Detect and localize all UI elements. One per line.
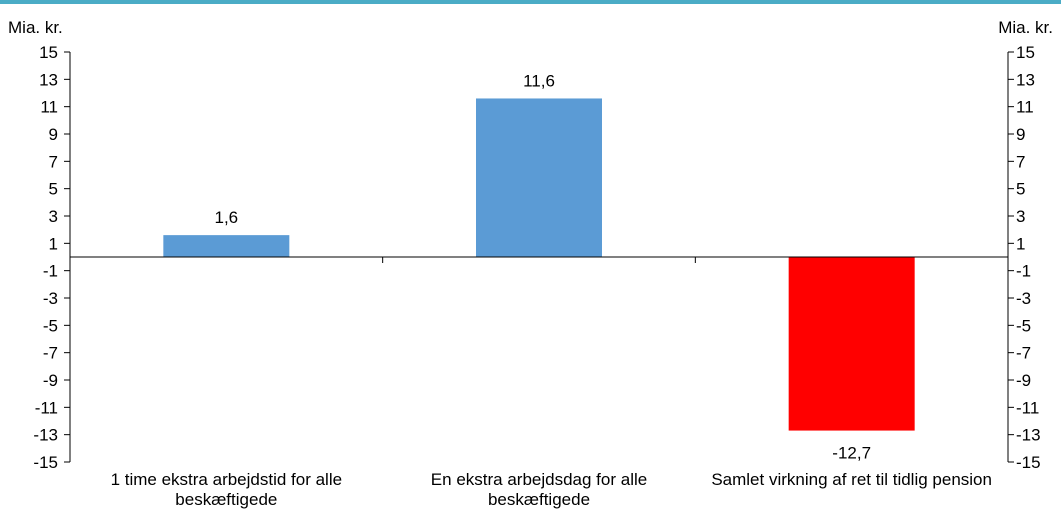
y-tick-label-right: -5 — [1016, 316, 1031, 335]
y-tick-label-right: -7 — [1016, 344, 1031, 363]
y-tick-label-right: -13 — [1016, 426, 1041, 445]
y-tick-label-right: -15 — [1016, 453, 1041, 472]
y-tick-label-left: 15 — [39, 43, 58, 62]
y-axis-unit-left: Mia. kr. — [8, 18, 63, 37]
y-tick-label-left: 1 — [49, 234, 58, 253]
y-tick-label-right: 15 — [1016, 43, 1035, 62]
y-tick-label-left: 11 — [40, 98, 58, 117]
y-tick-label-left: -9 — [43, 371, 58, 390]
y-tick-label-right: 1 — [1016, 234, 1025, 253]
y-tick-label-left: -11 — [35, 398, 58, 417]
bar-2 — [476, 98, 602, 257]
y-tick-label-right: -9 — [1016, 371, 1031, 390]
y-tick-label-right: 9 — [1016, 125, 1025, 144]
y-tick-label-right: 11 — [1016, 98, 1034, 117]
y-tick-label-left: -15 — [33, 453, 58, 472]
y-tick-label-right: 3 — [1016, 207, 1025, 226]
y-tick-label-left: -5 — [43, 316, 58, 335]
y-tick-label-right: 5 — [1016, 180, 1025, 199]
y-tick-label-left: -1 — [43, 262, 58, 281]
y-axis-unit-right: Mia. kr. — [998, 18, 1053, 37]
bar-3 — [788, 257, 915, 431]
y-tick-label-left: 13 — [39, 70, 58, 89]
top-rule — [0, 0, 1061, 4]
category-label-2: En ekstra arbejdsdag for alle beskæftige… — [430, 470, 648, 509]
y-tick-label-right: -1 — [1016, 262, 1031, 281]
data-label-3: -12,7 — [832, 444, 871, 463]
y-tick-label-left: 5 — [49, 180, 58, 199]
y-tick-label-left: 3 — [49, 207, 58, 226]
y-tick-label-left: -3 — [43, 289, 58, 308]
data-label-2: 11,6 — [523, 71, 555, 90]
category-label-3: Samlet virkning af ret til tidlig pensio… — [711, 470, 992, 489]
y-tick-label-right: -3 — [1016, 289, 1031, 308]
y-tick-label-left: -13 — [33, 426, 58, 445]
category-label-1: 1 time ekstra arbejdstid for alle beskæf… — [110, 470, 343, 509]
y-tick-label-left: 7 — [49, 152, 58, 171]
y-tick-label-right: 7 — [1016, 152, 1025, 171]
bar-1 — [163, 235, 290, 257]
y-tick-label-left: -7 — [43, 344, 58, 363]
y-tick-label-right: 13 — [1016, 70, 1035, 89]
y-tick-label-left: 9 — [49, 125, 58, 144]
y-tick-label-right: -11 — [1016, 398, 1039, 417]
data-label-1: 1,6 — [215, 208, 239, 227]
